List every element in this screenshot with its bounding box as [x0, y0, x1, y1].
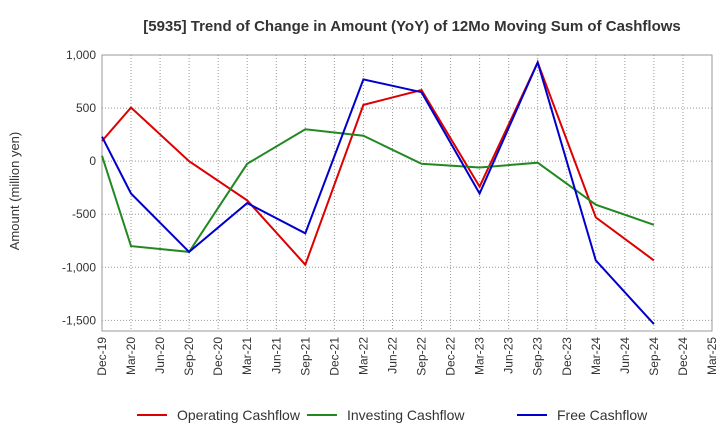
x-tick-label: Dec-22 — [444, 337, 458, 376]
x-tick-label: Mar-20 — [124, 337, 138, 375]
x-tick-label: Jun-23 — [502, 337, 516, 374]
y-axis-label: Amount (million yen) — [7, 132, 22, 251]
investing-cashflow-line — [101, 128, 655, 253]
x-tick-label: Mar-22 — [356, 337, 370, 375]
y-tick-label: 0 — [89, 154, 96, 168]
chart-title: [5935] Trend of Change in Amount (YoY) o… — [143, 18, 681, 35]
x-tick-label: Dec-21 — [327, 337, 341, 376]
x-tick-label: Dec-24 — [676, 337, 690, 376]
grid-layer — [101, 54, 713, 332]
x-tick-label: Jun-24 — [618, 337, 632, 374]
y-tick-label: -1,500 — [62, 313, 96, 327]
legend: Operating Cashflow Investing Cashflow Free… — [137, 407, 648, 423]
legend-label-investing-cashflow: Investing Cashflow — [347, 407, 465, 423]
legend-label-free-cashflow: Free Cashflow — [557, 407, 648, 423]
x-tick-label: Sep-23 — [531, 337, 545, 376]
plot-area — [101, 54, 713, 332]
y-tick-label: 1,000 — [66, 48, 96, 62]
operating-cashflow-line — [101, 59, 655, 267]
x-tick-label: Sep-20 — [182, 337, 196, 376]
series-layer — [101, 59, 655, 325]
x-tick-label: Dec-20 — [211, 337, 225, 376]
y-tick-label: 500 — [76, 101, 96, 115]
x-tick-label: Sep-22 — [415, 337, 429, 376]
axis-layer: Dec-19 Mar-20 Jun-20 Sep-20 Dec-20 Mar-21 Jun-… — [62, 48, 719, 376]
y-tick-label: -1,000 — [62, 260, 96, 274]
x-tick-label: Sep-21 — [298, 337, 312, 376]
y-tick-label: -500 — [72, 207, 96, 221]
x-tick-label: Jun-21 — [269, 337, 283, 374]
x-tick-label: Sep-24 — [647, 337, 661, 376]
legend-label-operating-cashflow: Operating Cashflow — [177, 407, 301, 423]
x-tick-label: Mar-25 — [705, 337, 719, 375]
x-tick-label: Jun-20 — [153, 337, 167, 374]
x-tick-label: Mar-21 — [240, 337, 254, 375]
x-tick-label: Mar-23 — [473, 337, 487, 375]
x-tick-label: Mar-24 — [589, 337, 603, 375]
free-cashflow-line — [101, 59, 655, 325]
x-tick-label: Jun-22 — [385, 337, 399, 374]
x-tick-label: Dec-23 — [560, 337, 574, 376]
x-tick-label: Dec-19 — [95, 337, 109, 376]
